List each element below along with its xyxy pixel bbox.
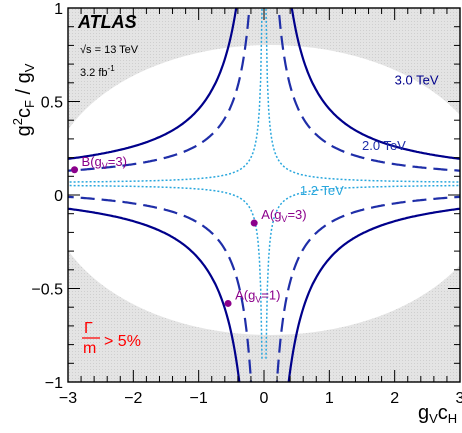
contour-2.0-tev bbox=[277, 8, 460, 172]
x-axis-title: gVcH bbox=[418, 402, 457, 426]
benchmark-label: A(gV=3) bbox=[261, 207, 306, 224]
series-label: 3.0 TeV bbox=[395, 73, 439, 88]
contour-2.0-tev bbox=[68, 8, 251, 172]
benchmark-point bbox=[71, 166, 79, 174]
y-tick-label: 0.5 bbox=[41, 95, 63, 112]
benchmark-label: A(gV=1) bbox=[235, 287, 280, 304]
benchmark-label: B(gV=3) bbox=[82, 154, 127, 171]
lumi-exponent: -1 bbox=[108, 64, 116, 73]
lumi-value: 3.2 fb bbox=[80, 67, 108, 79]
y-tick-label: 1 bbox=[54, 1, 63, 18]
width-region-annotation: Γ m > 5% bbox=[82, 320, 141, 357]
y-tick-label: 0 bbox=[54, 188, 63, 205]
width-threshold-label: > 5% bbox=[104, 333, 141, 350]
lumi-label: 3.2 fb-1 bbox=[80, 64, 115, 79]
x-tick-label: 3 bbox=[456, 390, 462, 407]
contour-1.2-tev bbox=[265, 8, 460, 183]
series-label: 2.0 TeV bbox=[362, 138, 406, 153]
contour-3.0-tev bbox=[68, 207, 241, 382]
contour-3.0-tev bbox=[68, 8, 238, 161]
x-tick-label: −3 bbox=[59, 390, 77, 407]
benchmark-point bbox=[224, 299, 232, 307]
x-tick-label: −1 bbox=[190, 390, 208, 407]
contour-2.0-tev bbox=[275, 195, 460, 382]
series-label: 1.2 TeV bbox=[300, 183, 344, 198]
contour-1.2-tev bbox=[265, 184, 460, 359]
x-tick-label: 1 bbox=[325, 390, 334, 407]
contour-2.0-tev bbox=[68, 195, 253, 382]
y-tick-label: −1 bbox=[45, 375, 63, 392]
x-tick-label: 2 bbox=[390, 390, 399, 407]
x-tick-label: 0 bbox=[260, 390, 269, 407]
experiment-label: ATLAS bbox=[77, 12, 137, 32]
contour-3.0-tev bbox=[290, 8, 460, 161]
contour-3.0-tev bbox=[287, 207, 460, 382]
contour-1.2-tev bbox=[68, 184, 263, 359]
mass-denominator: m bbox=[83, 340, 96, 357]
contour-1.2-tev bbox=[68, 8, 263, 183]
benchmark-point bbox=[250, 219, 258, 227]
energy-label: √s = 13 TeV bbox=[80, 44, 139, 56]
y-axis-title: g2cF / gV bbox=[10, 63, 37, 136]
gamma-numerator: Γ bbox=[84, 320, 93, 337]
y-tick-label: −0.5 bbox=[31, 282, 63, 299]
width-allowed-region bbox=[68, 45, 460, 335]
x-tick-label: −2 bbox=[124, 390, 142, 407]
